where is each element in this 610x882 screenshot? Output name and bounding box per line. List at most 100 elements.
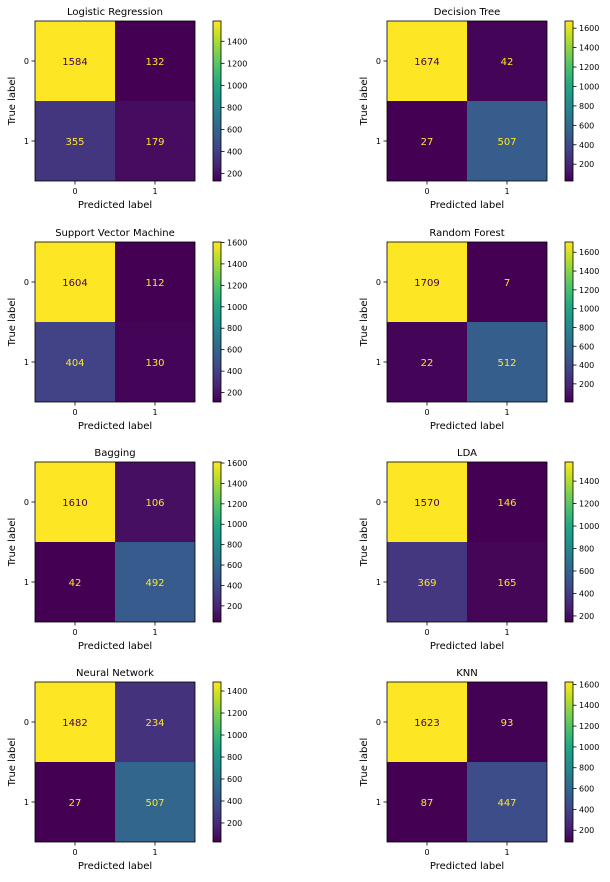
colorbar-tick-label: 1000 xyxy=(579,82,599,91)
matrix-cell xyxy=(467,101,547,181)
panel-title: Bagging xyxy=(94,448,135,459)
colorbar-tick-label: 800 xyxy=(227,103,242,112)
matrix-cell xyxy=(387,762,467,842)
axes-frame xyxy=(386,241,548,403)
y-tick-label: 1 xyxy=(24,137,29,146)
cell-value-label: 507 xyxy=(497,137,516,148)
x-axis-label: Predicted label xyxy=(430,861,504,872)
colorbar-frame xyxy=(212,241,222,403)
x-axis-label: Predicted label xyxy=(78,421,152,432)
colorbar-tick-label: 1200 xyxy=(579,286,599,295)
matrix-cell xyxy=(35,542,115,622)
colorbar xyxy=(213,21,221,181)
x-axis-label: Predicted label xyxy=(430,641,504,652)
colorbar xyxy=(565,242,573,402)
cell-value-label: 1482 xyxy=(62,718,87,729)
colorbar-tick-label: 600 xyxy=(227,775,242,784)
colorbar xyxy=(565,682,573,842)
x-tick-label: 0 xyxy=(72,848,77,857)
x-tick-label: 1 xyxy=(152,187,157,196)
matrix-cell xyxy=(387,322,467,402)
cell-value-label: 507 xyxy=(145,798,164,809)
colorbar xyxy=(213,242,221,402)
colorbar-tick-label: 800 xyxy=(579,545,594,554)
colorbar-tick-label: 800 xyxy=(579,323,594,332)
y-tick-label: 0 xyxy=(376,278,381,287)
cell-value-label: 1709 xyxy=(414,278,439,289)
panel-title: Logistic Regression xyxy=(67,7,163,18)
colorbar-frame xyxy=(564,20,574,182)
colorbar xyxy=(565,21,573,181)
y-tick-label: 0 xyxy=(24,57,29,66)
x-axis-label: Predicted label xyxy=(430,200,504,211)
cell-value-label: 22 xyxy=(421,358,434,369)
y-tick-label: 1 xyxy=(376,798,381,807)
colorbar-tick-label: 1400 xyxy=(227,37,247,46)
x-axis-label: Predicted label xyxy=(430,421,504,432)
y-tick-label: 1 xyxy=(24,578,29,587)
matrix-cell xyxy=(35,462,115,542)
x-tick-label: 0 xyxy=(72,408,77,417)
axes-frame xyxy=(386,681,548,843)
matrix-cell xyxy=(115,101,195,181)
x-tick-label: 0 xyxy=(72,187,77,196)
colorbar-tick-label: 200 xyxy=(227,170,242,179)
cell-value-label: 234 xyxy=(145,718,164,729)
colorbar-tick-label: 1200 xyxy=(579,722,599,731)
x-tick-label: 1 xyxy=(152,408,157,417)
colorbar-tick-label: 1200 xyxy=(227,500,247,509)
colorbar-tick-label: 800 xyxy=(227,324,242,333)
colorbar-tick-label: 1000 xyxy=(579,743,599,752)
matrix-cell xyxy=(387,101,467,181)
x-axis-label: Predicted label xyxy=(78,861,152,872)
colorbar-tick-label: 800 xyxy=(579,764,594,773)
colorbar-tick-label: 600 xyxy=(579,785,594,794)
x-tick-label: 1 xyxy=(504,628,509,637)
matrix-cell xyxy=(387,542,467,622)
y-axis-label: True label xyxy=(359,738,370,788)
colorbar-tick-label: 1600 xyxy=(579,248,599,257)
axes-frame xyxy=(386,20,548,182)
cell-value-label: 27 xyxy=(421,137,434,148)
panel-title: KNN xyxy=(456,668,478,679)
y-axis-label: True label xyxy=(7,77,18,127)
cell-value-label: 1623 xyxy=(414,718,439,729)
y-tick-label: 0 xyxy=(24,498,29,507)
x-tick-label: 0 xyxy=(72,628,77,637)
y-axis-label: True label xyxy=(7,298,18,348)
colorbar-tick-label: 800 xyxy=(227,541,242,550)
colorbar-frame xyxy=(212,681,222,843)
cell-value-label: 1584 xyxy=(62,57,87,68)
matrix-cell xyxy=(35,101,115,181)
cell-value-label: 27 xyxy=(69,798,82,809)
colorbar-tick-label: 400 xyxy=(227,147,242,156)
colorbar-tick-label: 200 xyxy=(227,602,242,611)
colorbar-tick-label: 1000 xyxy=(227,520,247,529)
colorbar-tick-label: 1200 xyxy=(227,709,247,718)
colorbar-frame xyxy=(212,461,222,623)
colorbar-tick-label: 200 xyxy=(227,389,242,398)
colorbar-tick-label: 600 xyxy=(227,561,242,570)
x-tick-label: 0 xyxy=(424,848,429,857)
colorbar xyxy=(565,462,573,622)
x-axis-label: Predicted label xyxy=(78,200,152,211)
y-axis-label: True label xyxy=(359,518,370,568)
colorbar-tick-label: 600 xyxy=(579,342,594,351)
cell-value-label: 112 xyxy=(145,278,164,289)
y-tick-label: 0 xyxy=(376,57,381,66)
colorbar-frame xyxy=(564,241,574,403)
colorbar-tick-label: 1000 xyxy=(227,731,247,740)
colorbar-tick-label: 200 xyxy=(579,612,594,621)
colorbar-tick-label: 200 xyxy=(579,160,594,169)
colorbar-tick-label: 1400 xyxy=(579,701,599,710)
cell-value-label: 1674 xyxy=(414,57,439,68)
colorbar-tick-label: 600 xyxy=(579,567,594,576)
colorbar-tick-label: 400 xyxy=(579,141,594,150)
cell-value-label: 179 xyxy=(145,137,164,148)
x-tick-label: 0 xyxy=(424,187,429,196)
matrix-cell xyxy=(467,762,547,842)
y-tick-label: 0 xyxy=(24,718,29,727)
panel-title: LDA xyxy=(457,448,477,459)
